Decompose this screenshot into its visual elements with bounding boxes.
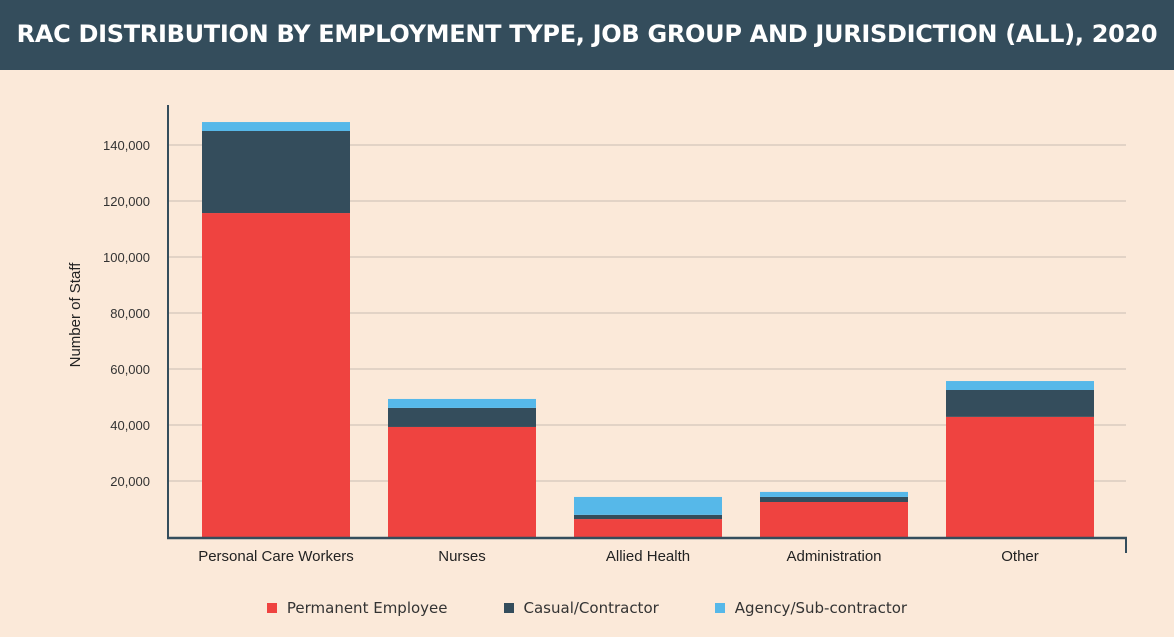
y-tick-label: 40,000 — [110, 418, 150, 433]
legend-swatch — [714, 603, 725, 613]
x-tick-label: Administration — [786, 548, 881, 565]
bar-segment — [202, 213, 350, 538]
bar-segment — [574, 519, 722, 537]
legend: Permanent Employee Casual/Contractor Agenc… — [0, 599, 1174, 617]
y-tick-label: 120,000 — [103, 194, 150, 209]
bar-segment — [202, 131, 350, 214]
bar-segment — [202, 122, 350, 131]
x-tick-label: Personal Care Workers — [198, 548, 354, 565]
bar-segment — [388, 407, 536, 427]
y-tick-label: 20,000 — [110, 474, 150, 489]
bar-segment — [946, 381, 1094, 390]
y-tick-label: 140,000 — [103, 138, 150, 153]
bar-segment — [388, 426, 536, 537]
legend-label: Agency/Sub-contractor — [734, 599, 908, 617]
legend-item: Permanent Employee — [266, 599, 448, 617]
x-tick-label: Other — [1001, 548, 1039, 565]
bar-segment — [760, 491, 908, 497]
bar-segment — [760, 502, 908, 537]
x-tick-label: Nurses — [438, 548, 486, 565]
bar-segment — [946, 390, 1094, 417]
y-tick-label: 80,000 — [110, 306, 150, 321]
legend-label: Permanent Employee — [286, 599, 448, 617]
bar-segment — [388, 398, 536, 408]
title-bar: RAC DISTRIBUTION BY EMPLOYMENT TYPE, JOB… — [0, 0, 1174, 70]
y-tick-label: 100,000 — [103, 250, 150, 265]
legend-label: Casual/Contractor — [523, 599, 659, 617]
legend-swatch — [266, 603, 277, 613]
y-axis-label: Number of Staff — [67, 262, 84, 368]
x-tick-label: Allied Health — [606, 548, 690, 565]
legend-swatch — [503, 603, 514, 613]
y-tick-label: 60,000 — [110, 362, 150, 377]
legend-item: Agency/Sub-contractor — [714, 599, 908, 617]
bar-segment — [574, 514, 722, 520]
bar-segment — [760, 496, 908, 502]
legend-item: Casual/Contractor — [503, 599, 659, 617]
bar-segment — [574, 496, 722, 515]
chart-title: RAC DISTRIBUTION BY EMPLOYMENT TYPE, JOB… — [16, 20, 1158, 48]
bar-segment — [946, 416, 1094, 537]
